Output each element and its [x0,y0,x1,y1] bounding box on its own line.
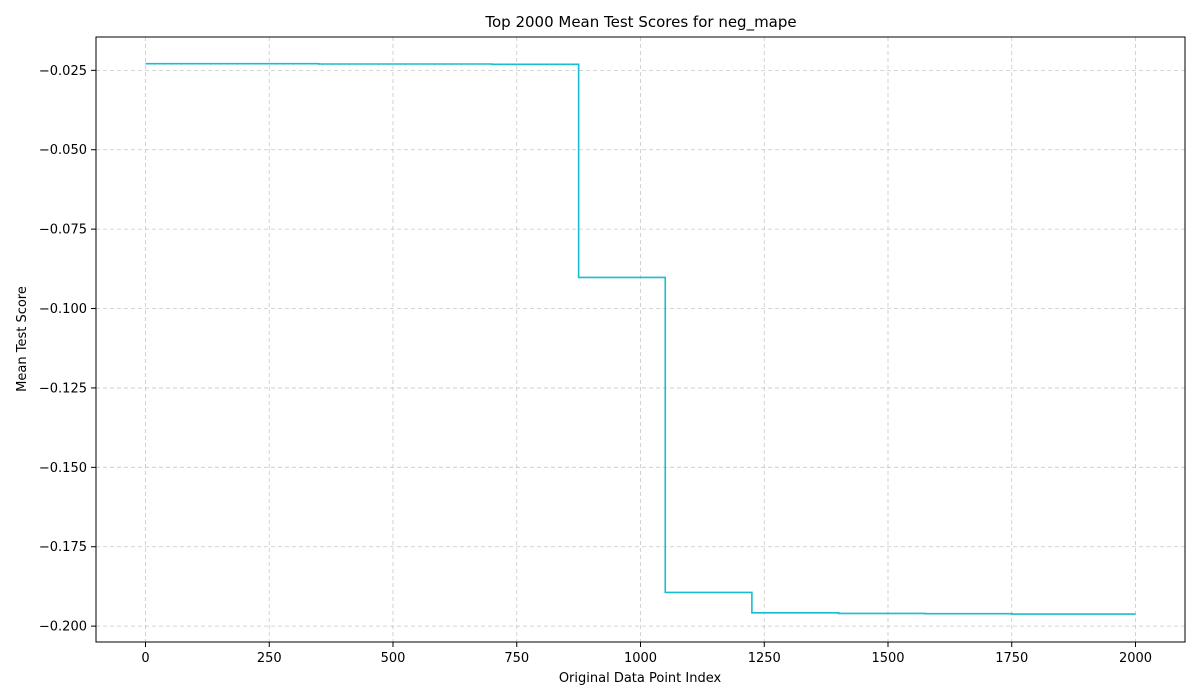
y-tick-label: −0.125 [39,381,87,396]
x-tick-label: 1500 [871,651,904,666]
y-tick-label: −0.075 [39,223,87,238]
x-axis-title: Original Data Point Index [559,671,722,686]
y-tick-label: −0.175 [39,540,87,555]
series-line [145,62,1136,615]
x-tick-label: 250 [257,651,282,666]
x-tick-label: 1000 [624,651,657,666]
y-tick-label: −0.200 [39,620,87,635]
x-tick-label: 2000 [1119,651,1152,666]
y-tick-label: −0.025 [39,64,87,79]
x-tick-label: 750 [504,651,529,666]
tick-layer: 0 250 500 750 1000 1250 1500 1750 2000 −0.025 −0.0… [39,64,1152,666]
x-tick-label: 1250 [748,651,781,666]
series-layer [145,62,1136,615]
x-tick-label: 0 [141,651,149,666]
x-tick-label: 500 [381,651,406,666]
y-axis-title: Mean Test Score [15,286,30,392]
chart-title: Top 2000 Mean Test Scores for neg_mape [484,13,796,32]
y-tick-label: −0.100 [39,302,87,317]
x-tick-label: 1750 [995,651,1028,666]
y-tick-label: −0.050 [39,143,87,158]
grid-layer [96,37,1185,642]
y-tick-label: −0.150 [39,461,87,476]
